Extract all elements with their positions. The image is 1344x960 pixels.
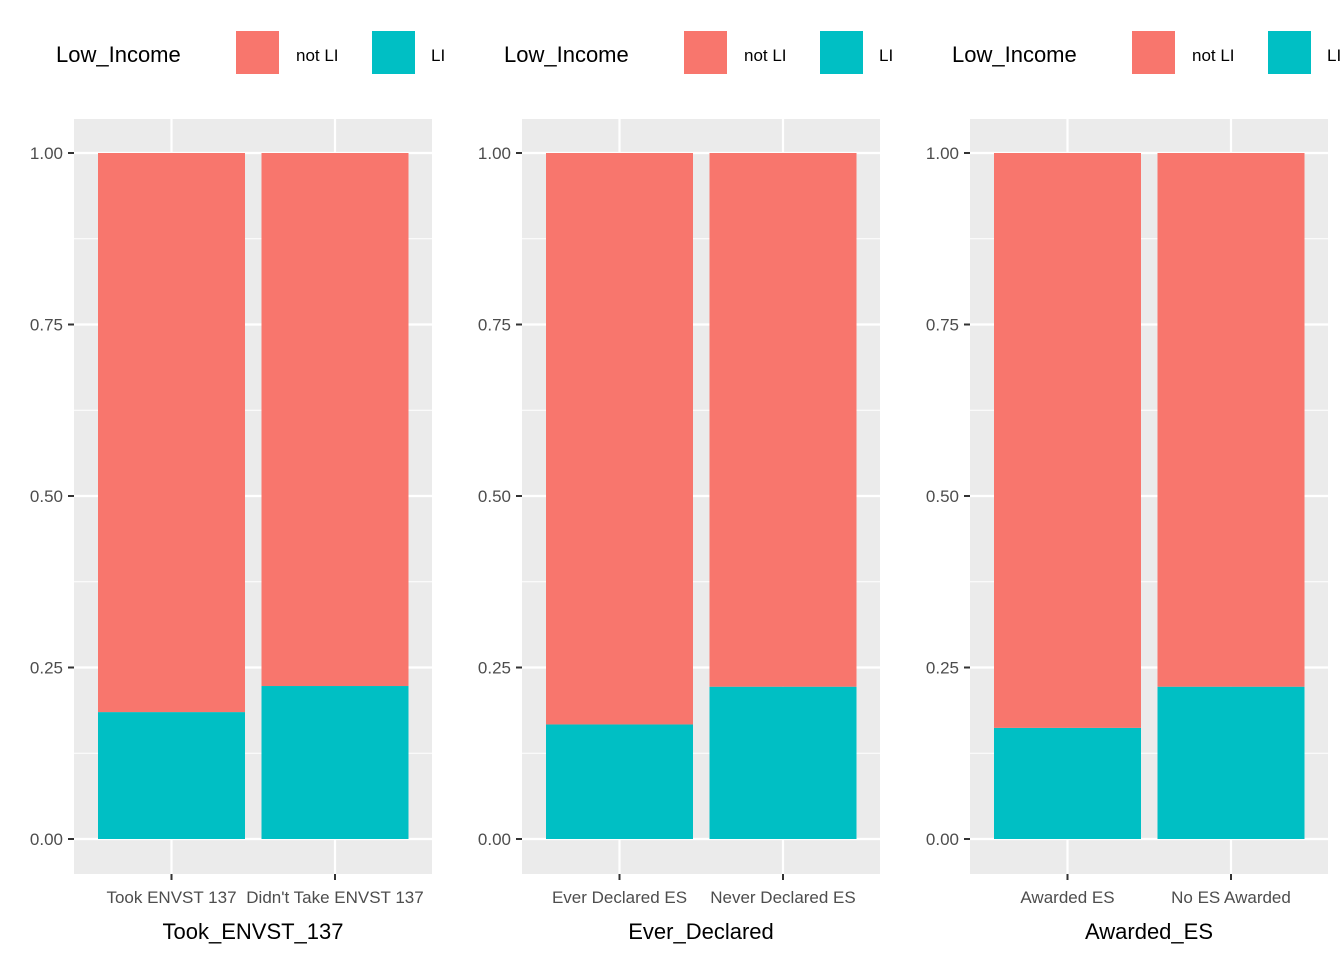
- x-axis-title: Ever_Declared: [628, 919, 774, 944]
- x-tick-label: No ES Awarded: [1171, 888, 1291, 907]
- legend-label: LI: [1327, 46, 1341, 65]
- legend-label: LI: [431, 46, 445, 65]
- legend-key-li: [820, 31, 863, 74]
- bar-li: [546, 724, 693, 839]
- x-tick-label: Didn't Take ENVST 137: [246, 888, 423, 907]
- bar-not-li: [709, 153, 857, 687]
- x-tick-label: Ever Declared ES: [552, 888, 687, 907]
- bar-not-li: [1157, 153, 1305, 687]
- legend-label: LI: [879, 46, 893, 65]
- y-tick-label: 1.00: [478, 144, 511, 163]
- bar-not-li: [98, 153, 245, 713]
- legend-key-not-li: [236, 31, 279, 74]
- x-tick-label: Never Declared ES: [710, 888, 856, 907]
- y-tick-label: 0.75: [926, 316, 959, 335]
- chart-panel-2: 0.00 0.25 0.50 0.75 1.00 Ever Declared ES Neve…: [478, 31, 893, 944]
- y-tick-label: 0.75: [478, 316, 511, 335]
- bar-not-li: [261, 153, 409, 687]
- legend-label: not LI: [744, 46, 787, 65]
- bar-li: [261, 686, 409, 839]
- y-tick-label: 0.50: [478, 487, 511, 506]
- y-tick-label: 0.50: [30, 487, 63, 506]
- bar-not-li: [994, 153, 1141, 728]
- bar-not-li: [546, 153, 693, 725]
- y-tick-label: 0.25: [478, 659, 511, 678]
- y-tick-label: 1.00: [926, 144, 959, 163]
- bar-li: [709, 686, 857, 839]
- legend-key-not-li: [684, 31, 727, 74]
- x-axis-title: Took_ENVST_137: [163, 919, 344, 944]
- legend-title: Low_Income: [504, 42, 629, 67]
- y-tick-label: 0.00: [478, 830, 511, 849]
- legend-title: Low_Income: [952, 42, 1077, 67]
- legend-label: not LI: [1192, 46, 1235, 65]
- chart-panel-1: 0.00 0.25 0.50 0.75 1.00 Took ENVST 137 Didn't…: [30, 31, 445, 944]
- y-tick-label: 0.75: [30, 316, 63, 335]
- bar-li: [1157, 686, 1305, 839]
- x-axis-title: Awarded_ES: [1085, 919, 1213, 944]
- legend-key-not-li: [1132, 31, 1175, 74]
- chart-panel-3: 0.00 0.25 0.50 0.75 1.00 Awarded ES No ES Awar…: [926, 31, 1341, 944]
- legend-label: not LI: [296, 46, 339, 65]
- y-tick-label: 0.00: [926, 830, 959, 849]
- legend-title: Low_Income: [56, 42, 181, 67]
- x-tick-label: Took ENVST 137: [106, 888, 236, 907]
- y-tick-label: 0.25: [30, 659, 63, 678]
- legend-key-li: [372, 31, 415, 74]
- x-tick-label: Awarded ES: [1020, 888, 1114, 907]
- bar-li: [994, 727, 1141, 839]
- y-tick-label: 0.00: [30, 830, 63, 849]
- bar-li: [98, 712, 245, 839]
- y-tick-label: 0.25: [926, 659, 959, 678]
- legend-key-li: [1268, 31, 1311, 74]
- y-tick-label: 0.50: [926, 487, 959, 506]
- y-tick-label: 1.00: [30, 144, 63, 163]
